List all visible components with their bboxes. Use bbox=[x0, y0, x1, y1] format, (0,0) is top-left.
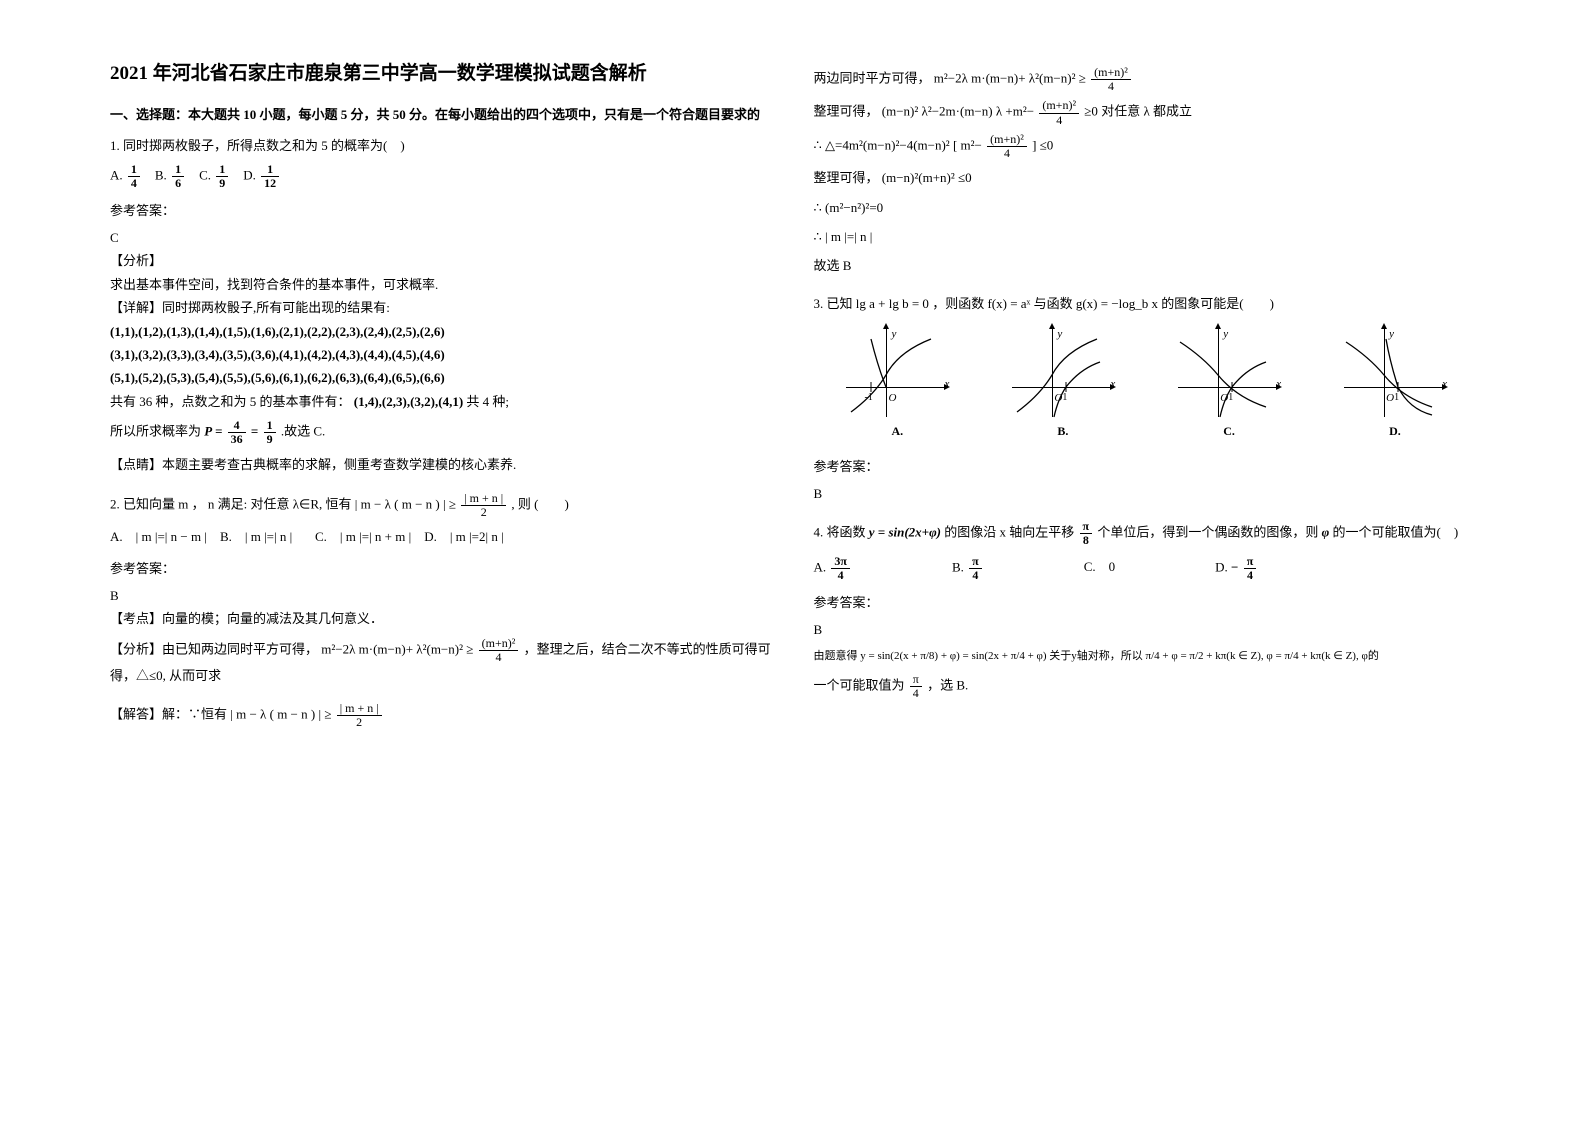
q4-optB: B. π4 bbox=[952, 555, 984, 582]
q1-optC-label: C. bbox=[199, 168, 211, 183]
q2-answer-label: 参考答案： bbox=[110, 557, 774, 580]
q1-options: A. 14 B. 16 C. 19 D. 112 bbox=[110, 163, 774, 190]
c2-line2: 整理可得， (m−n)² λ²−2m·(m−n) λ +m²− (m+n)²4 … bbox=[814, 99, 1478, 126]
q1-answer-label: 参考答案： bbox=[110, 199, 774, 222]
q1-outcomes-3: (5,1),(5,2),(5,3),(5,4),(5,5),(5,6),(6,1… bbox=[110, 366, 774, 389]
q4-optA: A. 3π4 bbox=[814, 555, 852, 582]
q3-graphs: y x O -1 A. y x O 1 bbox=[814, 327, 1478, 437]
q2-options: A. | m |=| n − m | B. | m |=| n | C. | m… bbox=[110, 525, 774, 548]
q2-optC: C. | m |=| n + m | bbox=[315, 529, 411, 544]
q1-probability: 所以所求概率为 P = 436 = 19 .故选 C. bbox=[110, 419, 774, 446]
q3-graph-D: y x O 1 D. bbox=[1334, 327, 1454, 437]
q3-graph-B: y x O 1 B. bbox=[1002, 327, 1122, 437]
question-3: 3. 已知 lg a + lg b = 0 ，则函数 f(x) = aˣ 与函数… bbox=[814, 292, 1478, 506]
q4-answer: B bbox=[814, 618, 1478, 641]
q2-solution: 【解答】解：∵恒有 | m − λ ( m − n ) | ≥ | m + n … bbox=[110, 702, 774, 729]
q1-optC-frac: 19 bbox=[216, 163, 228, 190]
curve-icon bbox=[1002, 327, 1122, 427]
q1-analysis-label: 【分析】 bbox=[110, 249, 774, 272]
q2-stem: 2. 已知向量 m ， n 满足: 对任意 λ∈R, 恒有 | m − λ ( … bbox=[110, 492, 774, 519]
q4-answer-label: 参考答案： bbox=[814, 591, 1478, 614]
c2-line7: 故选 B bbox=[814, 254, 1478, 277]
q2-optB: B. | m |=| n | bbox=[220, 529, 292, 544]
q3-graph-A: y x O -1 A. bbox=[836, 327, 956, 437]
c2-line6: ∴ | m |=| n | bbox=[814, 225, 1478, 248]
q2-optD: D. | m |=2| n | bbox=[424, 529, 504, 544]
c2-line5: ∴ (m²−n²)²=0 bbox=[814, 196, 1478, 219]
q4-stem: 4. 将函数 y = sin(2x+φ) 的图像沿 x 轴向左平移 π8 个单位… bbox=[814, 520, 1478, 547]
question-2: 2. 已知向量 m ， n 满足: 对任意 λ∈R, 恒有 | m − λ ( … bbox=[110, 492, 774, 729]
q1-comment: 【点睛】本题主要考查古典概率的求解，侧重考查数学建模的核心素养. bbox=[110, 453, 774, 476]
q1-count: 共有 36 种，点数之和为 5 的基本事件有： (1,4),(2,3),(3,2… bbox=[110, 390, 774, 413]
q4-solution-1: 由题意得 y = sin(2(x + π/8) + φ) = sin(2x + … bbox=[814, 647, 1478, 667]
q1-detail-label: 【详解】同时掷两枚骰子,所有可能出现的结果有: bbox=[110, 296, 774, 319]
q1-analysis: 求出基本事件空间，找到符合条件的基本事件，可求概率. bbox=[110, 273, 774, 296]
right-column: 两边同时平方可得， m²−2λ m·(m−n)+ λ²(m−n)² ≥ (m+n… bbox=[794, 60, 1498, 1062]
q1-optA-frac: 14 bbox=[128, 163, 140, 190]
section-1-heading: 一、选择题：本大题共 10 小题，每小题 5 分，共 50 分。在每小题给出的四… bbox=[110, 103, 774, 126]
q1-optD-label: D. bbox=[243, 168, 256, 183]
q2-analysis: 【分析】由已知两边同时平方可得， m²−2λ m·(m−n)+ λ²(m−n)²… bbox=[110, 637, 774, 688]
page-title: 2021 年河北省石家庄市鹿泉第三中学高一数学理模拟试题含解析 bbox=[110, 60, 774, 89]
q1-optB-frac: 16 bbox=[172, 163, 184, 190]
q1-optB-label: B. bbox=[155, 168, 167, 183]
q2-keypoint: 【考点】向量的模；向量的减法及其几何意义． bbox=[110, 607, 774, 630]
c2-line3: ∴ △=4m²(m−n)²−4(m−n)² [ m²− (m+n)²4 ] ≤0 bbox=[814, 133, 1478, 160]
q1-stem: 1. 同时掷两枚骰子，所得点数之和为 5 的概率为( ) bbox=[110, 134, 774, 157]
q1-outcomes-1: (1,1),(1,2),(1,3),(1,4),(1,5),(1,6),(2,1… bbox=[110, 320, 774, 343]
question-4: 4. 将函数 y = sin(2x+φ) 的图像沿 x 轴向左平移 π8 个单位… bbox=[814, 520, 1478, 701]
curve-icon bbox=[836, 327, 956, 427]
q1-answer: C bbox=[110, 226, 774, 249]
q2-rhs-frac: | m + n |2 bbox=[461, 492, 506, 519]
q4-optC: C. 0 bbox=[1084, 555, 1115, 582]
q1-outcomes-2: (3,1),(3,2),(3,3),(3,4),(3,5),(3,6),(4,1… bbox=[110, 343, 774, 366]
q3-answer-label: 参考答案： bbox=[814, 455, 1478, 478]
q2-answer: B bbox=[110, 584, 774, 607]
q3-stem: 3. 已知 lg a + lg b = 0 ，则函数 f(x) = aˣ 与函数… bbox=[814, 292, 1478, 315]
q2-optA: A. | m |=| n − m | bbox=[110, 529, 207, 544]
q4-optD: D. − π4 bbox=[1215, 555, 1258, 582]
q4-solution-2: 一个可能取值为 π4 ，选 B. bbox=[814, 673, 1478, 700]
q4-options: A. 3π4 B. π4 C. 0 D. − π4 bbox=[814, 555, 1478, 582]
curve-icon bbox=[1168, 327, 1288, 427]
q1-prob-frac2: 19 bbox=[264, 419, 276, 446]
c2-line4: 整理可得， (m−n)²(m+n)² ≤0 bbox=[814, 166, 1478, 189]
q1-optD-frac: 112 bbox=[261, 163, 279, 190]
q1-optA-label: A. bbox=[110, 168, 123, 183]
q3-graph-C: y x O 1 C. bbox=[1168, 327, 1288, 437]
curve-icon bbox=[1334, 327, 1454, 427]
c2-line1: 两边同时平方可得， m²−2λ m·(m−n)+ λ²(m−n)² ≥ (m+n… bbox=[814, 66, 1478, 93]
question-1: 1. 同时掷两枚骰子，所得点数之和为 5 的概率为( ) A. 14 B. 16… bbox=[110, 134, 774, 476]
left-column: 2021 年河北省石家庄市鹿泉第三中学高一数学理模拟试题含解析 一、选择题：本大… bbox=[90, 60, 794, 1062]
q3-answer: B bbox=[814, 482, 1478, 505]
q1-prob-frac1: 436 bbox=[228, 419, 246, 446]
